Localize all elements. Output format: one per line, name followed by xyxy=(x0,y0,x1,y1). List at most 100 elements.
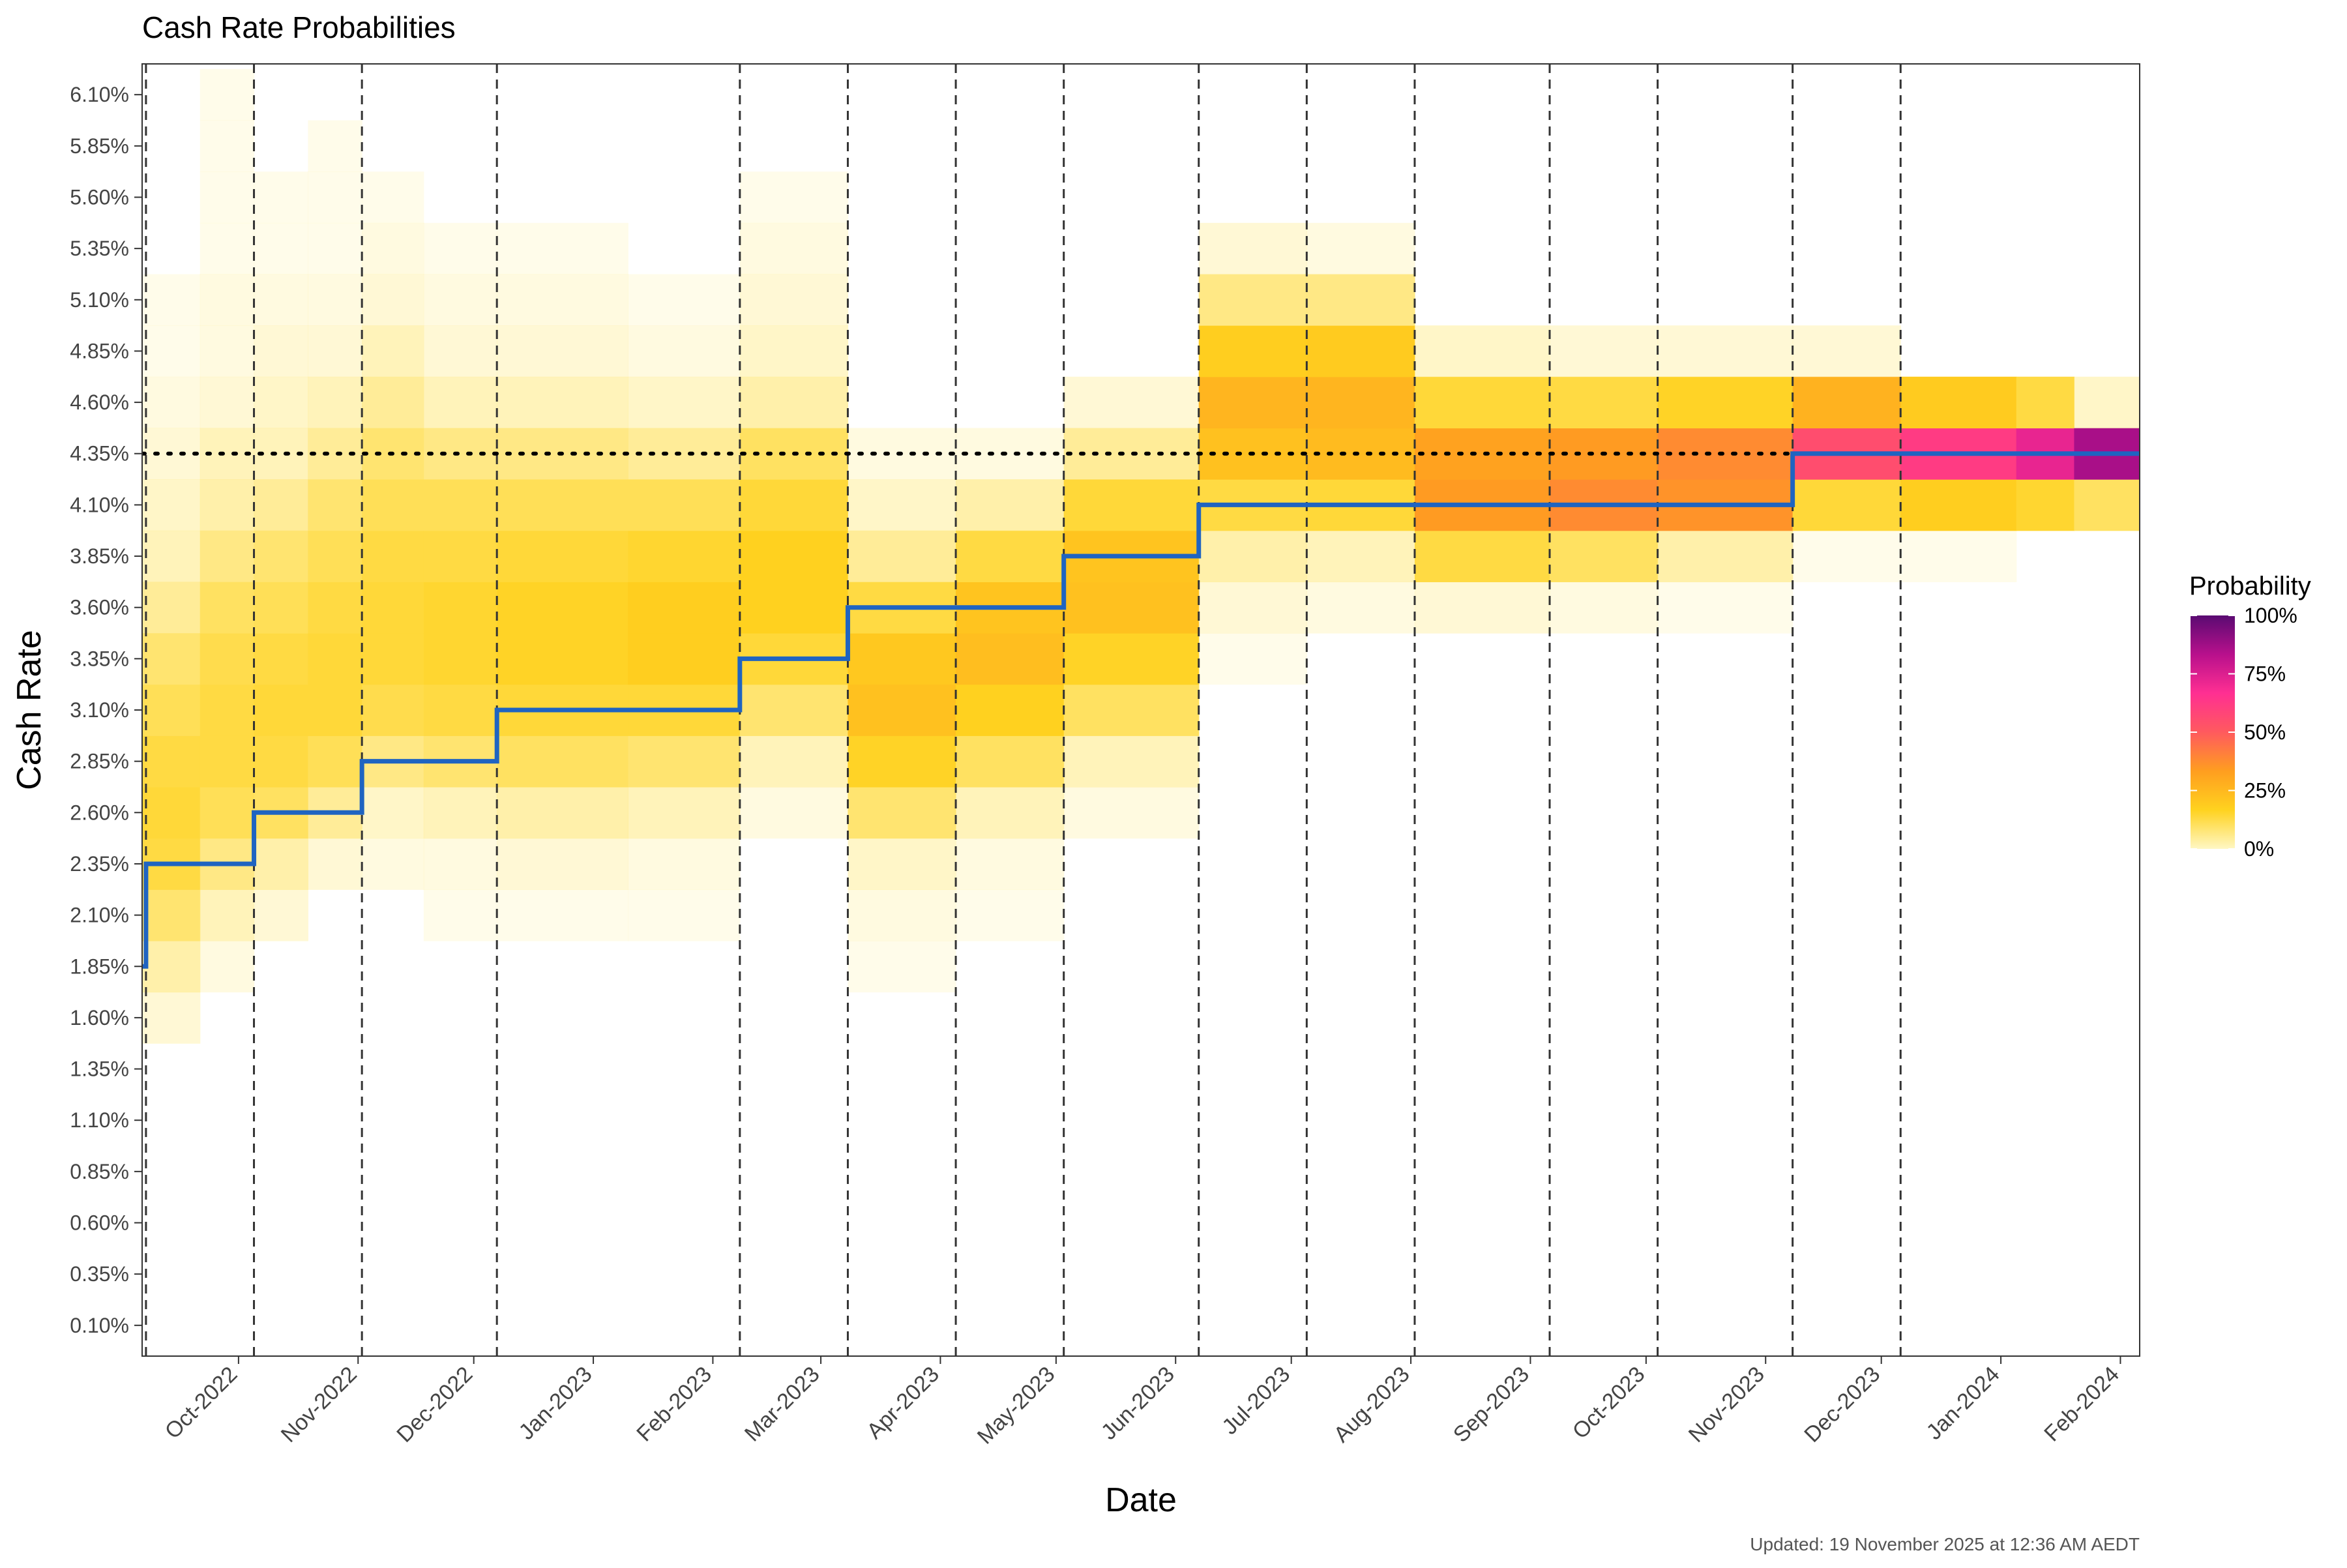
heat-tile xyxy=(362,479,424,531)
y-tick-label: 6.10% xyxy=(70,83,129,106)
heat-tile xyxy=(254,222,308,275)
heat-tile xyxy=(142,940,201,993)
heat-tile xyxy=(308,274,362,326)
heat-tile xyxy=(254,633,308,685)
y-tick-label: 5.10% xyxy=(70,288,129,312)
heat-tile xyxy=(362,786,424,839)
y-axis: 0.10% 0.35% 0.60% 0.85% 1.10% 1.35% 1.60% 1.85%… xyxy=(70,83,142,1337)
heat-tile xyxy=(1550,376,1659,429)
heat-tile xyxy=(423,582,497,634)
heat-tile xyxy=(199,582,255,634)
legend-colorbar xyxy=(2191,615,2235,849)
heat-tile xyxy=(1306,376,1415,429)
heat-tile xyxy=(199,530,255,582)
y-tick-label: 0.60% xyxy=(70,1211,129,1235)
legend-tick-label: 50% xyxy=(2244,720,2286,744)
heat-tile xyxy=(956,735,1065,788)
heat-tile xyxy=(848,684,956,736)
legend-tick-label: 25% xyxy=(2244,779,2286,803)
heat-tile xyxy=(423,838,497,890)
heat-tile xyxy=(628,428,741,480)
heat-tile xyxy=(199,68,255,121)
y-tick-label: 2.35% xyxy=(70,852,129,876)
y-tick-label: 4.85% xyxy=(70,339,129,362)
heat-tile xyxy=(1792,530,1901,582)
heat-tile xyxy=(1657,376,1793,429)
heat-tile xyxy=(2074,376,2140,429)
heat-tile xyxy=(1198,530,1307,582)
heat-tile xyxy=(254,735,308,788)
heat-tile xyxy=(739,530,849,582)
heat-tile xyxy=(628,582,741,634)
heat-tile xyxy=(254,838,308,890)
heat-tile xyxy=(199,889,255,941)
heat-tile xyxy=(142,376,201,429)
heat-tile xyxy=(628,376,741,429)
heat-tile xyxy=(1063,786,1200,839)
heat-tile xyxy=(1900,479,2017,531)
heat-tile xyxy=(1657,530,1793,582)
heat-tile xyxy=(199,325,255,377)
heat-tile xyxy=(956,684,1065,736)
heat-tile xyxy=(628,838,741,890)
heat-tile xyxy=(848,735,956,788)
y-tick-label: 3.10% xyxy=(70,698,129,722)
heat-tile xyxy=(956,530,1065,582)
heat-tile xyxy=(362,530,424,582)
heat-tile xyxy=(1063,479,1200,531)
y-tick-label: 3.35% xyxy=(70,647,129,670)
heat-tile xyxy=(1792,325,1901,377)
heat-tile xyxy=(628,530,741,582)
heat-tile xyxy=(497,222,628,275)
heat-tile xyxy=(142,325,201,377)
heat-tile xyxy=(254,582,308,634)
heat-tile xyxy=(254,376,308,429)
heat-tile xyxy=(254,479,308,531)
heat-tile xyxy=(1792,479,1901,531)
heat-tile xyxy=(1198,582,1307,634)
legend: Probability 0% 25% 50% 75% 100% xyxy=(2189,572,2311,861)
heat-tile xyxy=(199,274,255,326)
heat-tile xyxy=(199,684,255,736)
heat-tile xyxy=(739,171,849,224)
heat-tile xyxy=(1198,633,1307,685)
heat-tile xyxy=(308,633,362,685)
heat-tile xyxy=(1198,274,1307,326)
heat-tile xyxy=(199,633,255,685)
heat-tile xyxy=(1306,325,1415,377)
heat-tile xyxy=(362,222,424,275)
legend-tick-label: 100% xyxy=(2244,604,2297,627)
heat-tile xyxy=(1414,530,1550,582)
heat-tile xyxy=(423,428,497,480)
heat-tile xyxy=(497,530,628,582)
y-tick-label: 0.10% xyxy=(70,1314,129,1337)
heat-tile xyxy=(254,530,308,582)
heat-tile xyxy=(1792,376,1901,429)
heat-tile xyxy=(1198,222,1307,275)
heat-tile xyxy=(308,376,362,429)
heat-tile xyxy=(423,684,497,736)
heat-tile xyxy=(308,582,362,634)
heat-tile xyxy=(848,889,956,941)
heat-tile xyxy=(1414,582,1550,634)
heat-tile xyxy=(308,222,362,275)
heat-tile xyxy=(848,940,956,993)
heat-tile xyxy=(362,684,424,736)
heat-tile xyxy=(142,992,201,1044)
heat-tile xyxy=(628,274,741,326)
heat-tile xyxy=(1900,376,2017,429)
heat-tile xyxy=(362,325,424,377)
heat-tile xyxy=(423,786,497,839)
heat-tile xyxy=(956,633,1065,685)
heat-tile xyxy=(739,222,849,275)
heat-tile xyxy=(362,838,424,890)
heat-tile xyxy=(739,786,849,839)
y-tick-label: 5.85% xyxy=(70,134,129,158)
heat-tile xyxy=(848,838,956,890)
heat-tile xyxy=(1657,325,1793,377)
heat-tile xyxy=(497,325,628,377)
heat-tile xyxy=(1198,376,1307,429)
heat-tile xyxy=(1063,684,1200,736)
cash-rate-step-layer xyxy=(142,451,2140,969)
